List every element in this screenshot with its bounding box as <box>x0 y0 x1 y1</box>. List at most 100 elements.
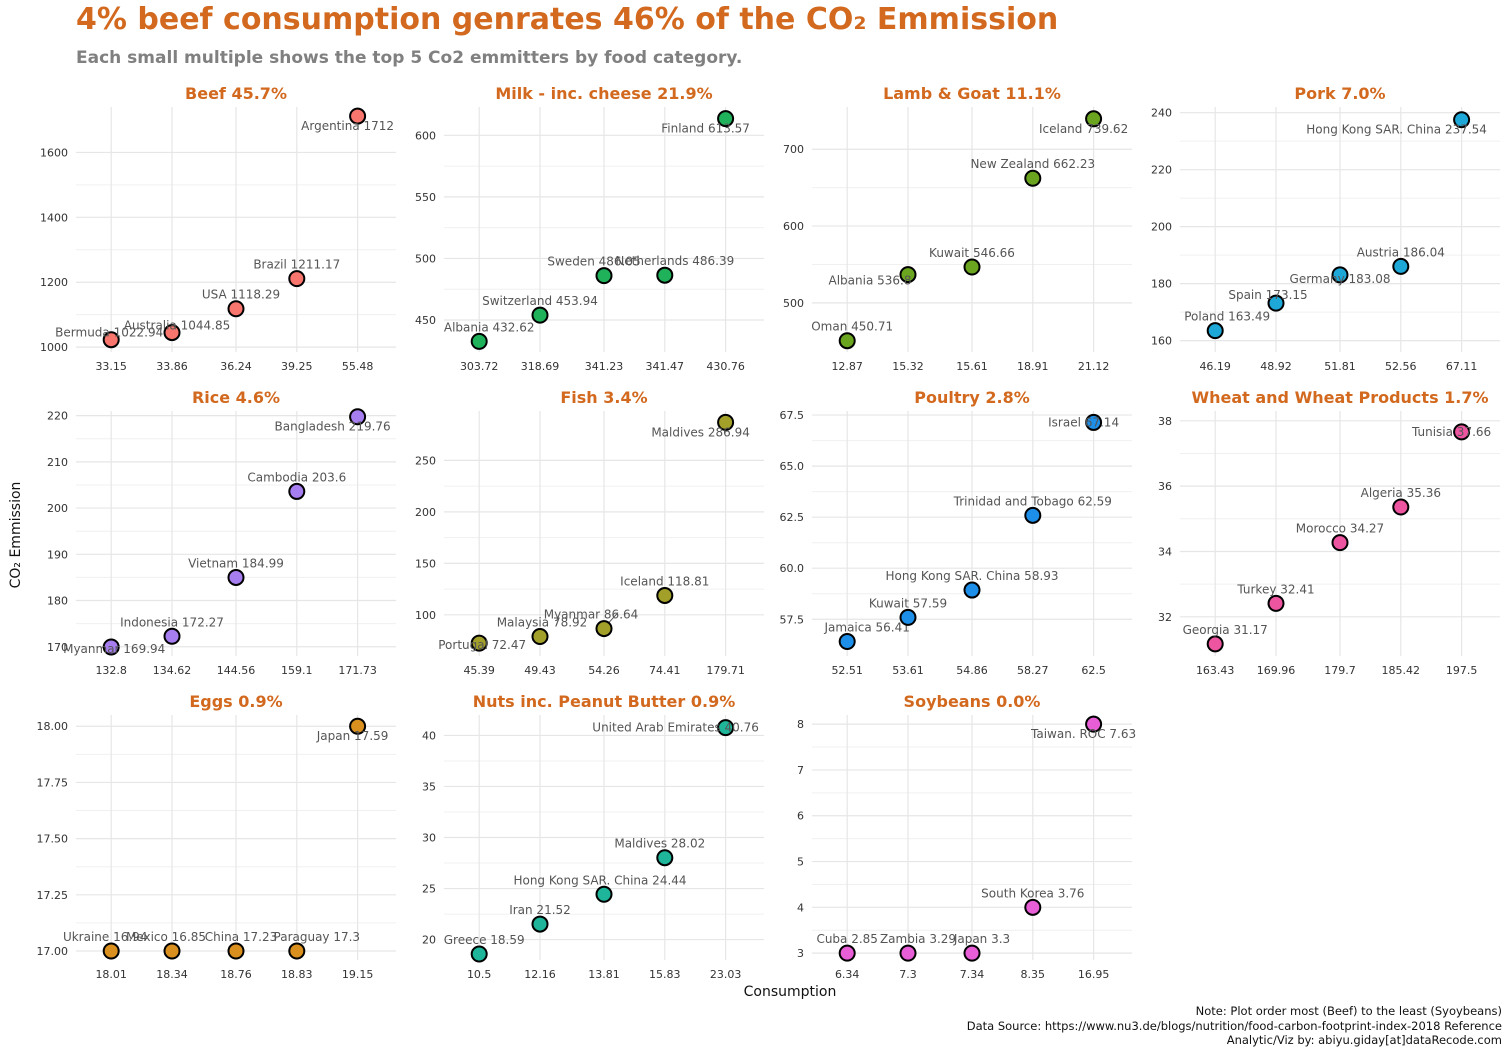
x-tick-label: 144.56 <box>217 664 256 677</box>
x-tick-label: 341.23 <box>585 360 624 373</box>
point-label: Hong Kong SAR. China 58.93 <box>885 569 1058 583</box>
y-tick-label: 1400 <box>40 211 68 224</box>
x-tick-label: 12.16 <box>524 968 556 981</box>
x-tick-label: 12.87 <box>831 360 863 373</box>
data-point <box>102 331 120 349</box>
point-label: Iran 21.52 <box>509 903 571 917</box>
data-point <box>717 413 735 431</box>
y-tick-label: 38 <box>1158 415 1172 428</box>
x-tick-label: 18.01 <box>95 968 127 981</box>
point-label: Maldives 286.94 <box>651 425 750 439</box>
y-tick-label: 57.5 <box>780 613 805 626</box>
x-tick-label: 23.03 <box>710 968 742 981</box>
point-label: Algeria 35.36 <box>1361 486 1441 500</box>
data-point <box>899 944 917 962</box>
data-point <box>163 942 181 960</box>
y-tick-label: 62.5 <box>780 511 805 524</box>
point-label: Ukraine 16.94 <box>63 930 148 944</box>
point-label: Switzerland 453.94 <box>482 294 598 308</box>
x-tick-label: 45.39 <box>463 664 495 677</box>
x-tick-label: 318.69 <box>521 360 560 373</box>
y-tick-label: 190 <box>47 548 68 561</box>
data-point <box>838 944 856 962</box>
data-point <box>595 620 613 638</box>
point-label: Germany 183.08 <box>1290 272 1391 286</box>
data-point <box>1453 111 1471 129</box>
point-label: New Zealand 662.23 <box>970 157 1095 171</box>
y-tick-label: 1200 <box>40 276 68 289</box>
data-point <box>349 717 367 735</box>
y-tick-label: 30 <box>422 832 436 845</box>
x-tick-label: 10.5 <box>467 968 492 981</box>
y-tick-label: 17.75 <box>37 776 69 789</box>
x-tick-label: 341.47 <box>646 360 685 373</box>
x-tick-label: 48.92 <box>1260 360 1292 373</box>
data-point <box>1206 635 1224 653</box>
point-label: Iceland 118.81 <box>620 574 709 588</box>
x-tick-label: 46.19 <box>1199 360 1231 373</box>
x-tick-label: 19.15 <box>342 968 374 981</box>
data-point <box>470 634 488 652</box>
x-tick-label: 39.25 <box>281 360 313 373</box>
panel-9: 20 25 30 35 40 10.5 12.16 13.81 15.83 23.03 Nuts i… <box>422 692 764 981</box>
panel-title: Beef 45.7% <box>185 84 287 103</box>
data-point <box>531 915 549 933</box>
panel-7: 32 34 36 38 163.43 169.96 179.7 185.42 197.5 Whea… <box>1158 388 1500 677</box>
point-label: Finland 613.57 <box>661 122 750 136</box>
x-tick-label: 15.83 <box>649 968 681 981</box>
data-point <box>470 332 488 350</box>
data-point <box>288 942 306 960</box>
x-tick-label: 13.81 <box>588 968 620 981</box>
panel-title: Milk - inc. cheese 21.9% <box>495 84 712 103</box>
chart-caption: Note: Plot order most (Beef) to the leas… <box>967 1004 1502 1048</box>
panel-title: Wheat and Wheat Products 1.7% <box>1191 388 1488 407</box>
small-multiples-chart: 1000 1200 1400 1600 33.15 33.86 36.24 39.25 55.4… <box>8 84 1500 1000</box>
x-tick-label: 303.72 <box>460 360 499 373</box>
data-point <box>1267 594 1285 612</box>
data-point <box>656 266 674 284</box>
y-tick-label: 240 <box>1151 107 1172 120</box>
data-point <box>656 849 674 867</box>
x-tick-label: 33.86 <box>156 360 188 373</box>
chart-subtitle: Each small multiple shows the top 5 Co2 … <box>76 48 743 68</box>
x-axis-title: Consumption <box>744 984 837 1000</box>
point-label: Albania 536.8 <box>829 274 912 288</box>
panel-3: 160 180 200 220 240 46.19 48.92 51.81 52.56 67.11… <box>1151 84 1500 373</box>
data-point <box>349 107 367 125</box>
y-tick-label: 4 <box>797 901 804 914</box>
data-point <box>595 885 613 903</box>
x-tick-label: 21.12 <box>1078 360 1110 373</box>
panel-title: Soybeans 0.0% <box>904 692 1041 711</box>
y-tick-label: 180 <box>1151 278 1172 291</box>
caption-note: Note: Plot order most (Beef) to the leas… <box>1195 1004 1502 1018</box>
x-tick-label: 18.83 <box>281 968 313 981</box>
x-tick-label: 16.95 <box>1078 968 1110 981</box>
y-tick-label: 7 <box>797 764 804 777</box>
point-label: Myanmar 169.94 <box>63 642 165 656</box>
point-label: Bangladesh 219.76 <box>275 420 391 434</box>
label-leader-line <box>607 612 619 624</box>
data-point <box>838 332 856 350</box>
data-point <box>1085 413 1103 431</box>
y-tick-label: 100 <box>415 609 436 622</box>
point-label: Georgia 31.17 <box>1183 623 1268 637</box>
data-point <box>470 945 488 963</box>
data-point <box>1331 534 1349 552</box>
data-point <box>288 482 306 500</box>
data-point <box>1453 423 1471 441</box>
point-label: Mexico 16.85 <box>126 930 206 944</box>
point-label: Kuwait 57.59 <box>869 596 947 610</box>
y-tick-label: 210 <box>47 456 68 469</box>
point-label: Tunisia 37.66 <box>1411 425 1491 439</box>
point-label: Myanmar 86.64 <box>544 608 639 622</box>
point-label: Maldives 28.02 <box>614 837 705 851</box>
data-point <box>1331 266 1349 284</box>
x-tick-label: 171.73 <box>338 664 377 677</box>
y-tick-label: 160 <box>1151 335 1172 348</box>
x-tick-label: 7.3 <box>899 968 917 981</box>
data-point <box>717 719 735 737</box>
data-point <box>963 944 981 962</box>
point-label: Sweden 486.05 <box>547 255 640 269</box>
panel-title: Fish 3.4% <box>560 388 647 407</box>
data-point <box>656 586 674 604</box>
